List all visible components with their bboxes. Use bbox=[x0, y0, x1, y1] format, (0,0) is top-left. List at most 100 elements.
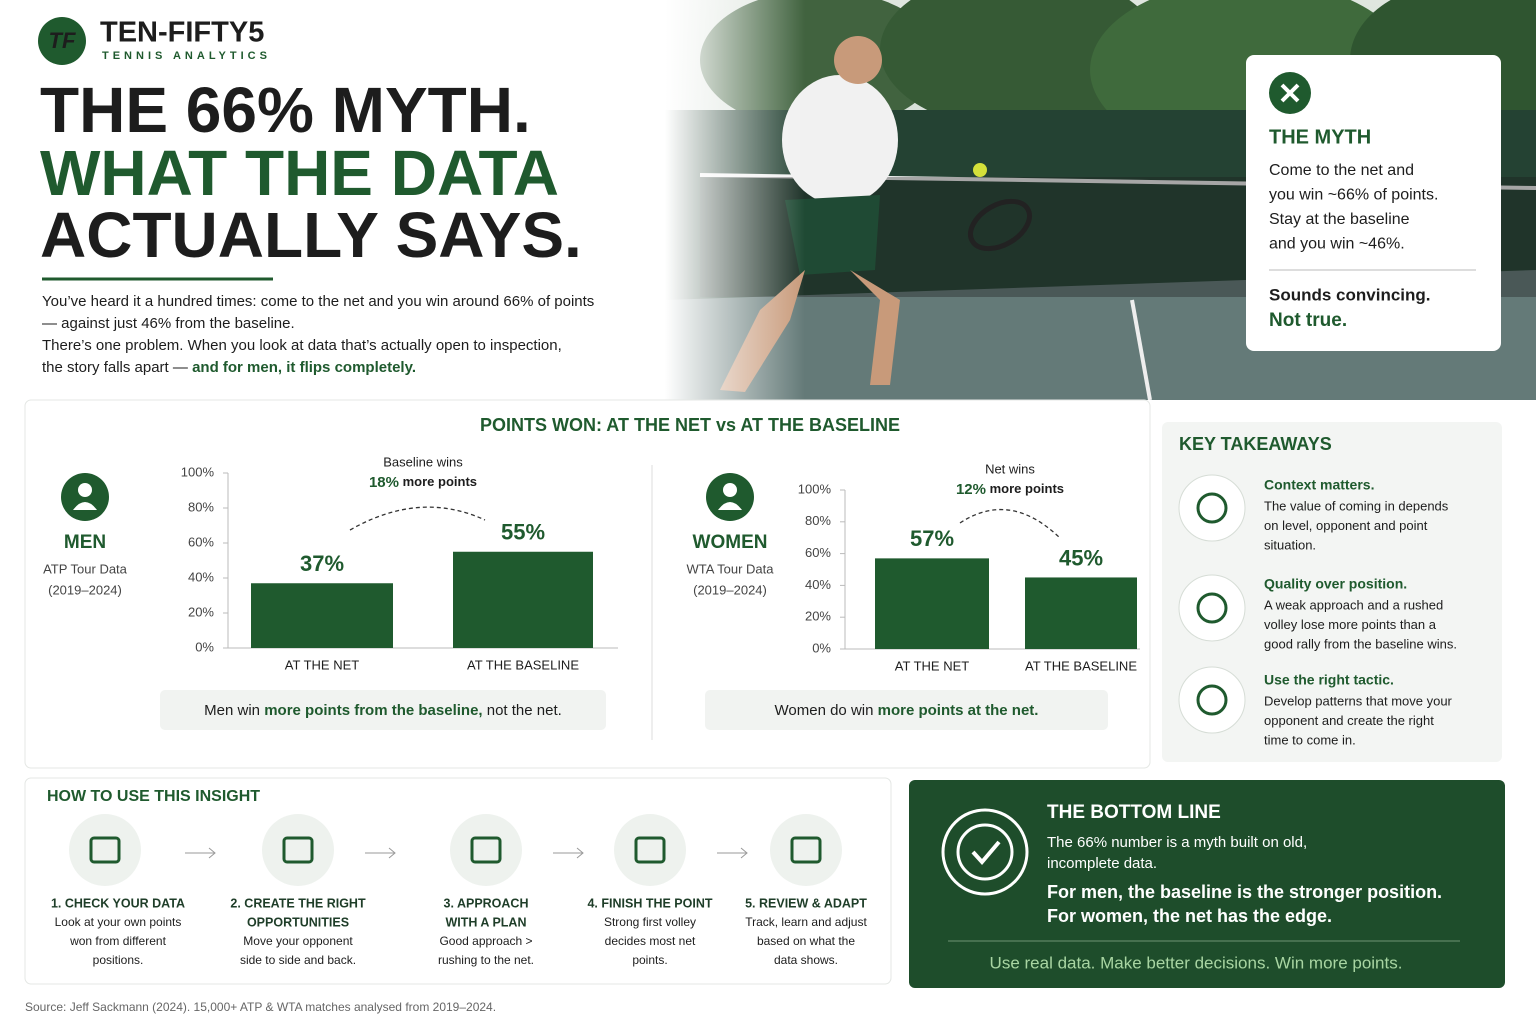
annotation-rest: more points bbox=[403, 474, 477, 489]
takeaway-line: good rally from the baseline wins. bbox=[1264, 636, 1457, 651]
annotation-figure: 18% bbox=[369, 474, 399, 491]
steps: 1. CHECK YOUR DATA Look at your own point… bbox=[51, 814, 867, 967]
step-icon-mark bbox=[470, 836, 502, 864]
annotation-arrow bbox=[959, 509, 1061, 539]
step-title: 1. CHECK YOUR DATA bbox=[51, 896, 185, 910]
step-line: data shows. bbox=[774, 953, 838, 967]
brand: TEN-FIFTY5 bbox=[100, 17, 264, 49]
step-line: points. bbox=[632, 953, 667, 967]
step-icon-mark bbox=[634, 836, 666, 864]
bottom-emphasis: For women, the net has the edge. bbox=[1047, 906, 1332, 926]
y-tick-label: 60% bbox=[805, 545, 831, 560]
intro-strong: and for men, it flips completely. bbox=[192, 359, 416, 376]
step-line: Good approach > bbox=[439, 934, 532, 948]
takeaway-line: Develop patterns that move your bbox=[1264, 693, 1453, 708]
x-tick-label: AT THE BASELINE bbox=[467, 657, 579, 672]
step-arrow bbox=[553, 847, 584, 859]
annotation-figure: 12% bbox=[956, 481, 986, 498]
bottom-icon bbox=[941, 808, 1029, 896]
step-arrow bbox=[717, 847, 748, 859]
step-line: decides most net bbox=[605, 934, 696, 948]
y-tick-label: 0% bbox=[812, 640, 831, 655]
intro-text: There’s one problem. When you look at da… bbox=[42, 337, 562, 354]
annotation-lead: Net wins bbox=[985, 461, 1035, 476]
myth-line: and you win ~46%. bbox=[1269, 236, 1405, 253]
takeaway-icon bbox=[1178, 574, 1246, 642]
takeaway-heading: Context matters. bbox=[1264, 477, 1374, 493]
intro-line: You’ve heard it a hundred times: come to… bbox=[42, 293, 594, 310]
headline: THE 66% MYTH. bbox=[40, 74, 531, 146]
group-title: MEN bbox=[64, 532, 106, 553]
step-arrow bbox=[365, 847, 396, 859]
step-line: won from different bbox=[69, 934, 166, 948]
takeaway-icon bbox=[1178, 474, 1246, 542]
intro-line: the story falls apart — and for men, it … bbox=[42, 359, 416, 376]
takeaway-line: The value of coming in depends bbox=[1264, 498, 1449, 513]
annotation-arrow bbox=[349, 506, 486, 531]
tagline: TENNIS ANALYTICS bbox=[102, 50, 271, 62]
y-tick-label: 40% bbox=[188, 569, 214, 584]
step-icon bbox=[262, 814, 334, 886]
takeaway-heading: Quality over position. bbox=[1264, 576, 1407, 592]
caption-box bbox=[160, 690, 606, 730]
intro-text: — against just 46% from the baseline. bbox=[42, 315, 295, 332]
bottom-title: THE BOTTOM LINE bbox=[1047, 802, 1221, 823]
step-title: 3. APPROACH bbox=[444, 896, 529, 910]
x-tick-label: AT THE NET bbox=[285, 657, 359, 672]
x-tick-label: AT THE BASELINE bbox=[1025, 658, 1137, 673]
takeaways: Context matters. The value of coming in d… bbox=[1178, 474, 1457, 747]
caption-text: not the net. bbox=[483, 702, 562, 719]
takeaway-line: opponent and create the right bbox=[1264, 713, 1434, 728]
y-tick-label: 100% bbox=[181, 464, 215, 479]
annotation-lead: Baseline wins bbox=[383, 454, 463, 469]
charts: MEN ATP Tour Data (2019–2024) 0% 20% 40% 60% 80… bbox=[43, 454, 1140, 730]
caption-strong: more points from the baseline, bbox=[264, 702, 482, 719]
intro: You’ve heard it a hundred times: come to… bbox=[42, 293, 594, 376]
intro-line: — against just 46% from the baseline. bbox=[42, 315, 295, 332]
step-icon bbox=[770, 814, 842, 886]
group-source: ATP Tour Data bbox=[43, 561, 128, 576]
headline: WHAT THE DATA bbox=[40, 137, 559, 209]
y-tick-label: 80% bbox=[805, 513, 831, 528]
intro-text: the story falls apart — bbox=[42, 359, 192, 376]
group-source: WTA Tour Data bbox=[687, 561, 775, 576]
bar bbox=[1025, 577, 1137, 649]
step-icon bbox=[614, 814, 686, 886]
takeaway-line: A weak approach and a rushed bbox=[1264, 597, 1443, 612]
bottom-panel bbox=[909, 780, 1505, 988]
annotation-rest: more points bbox=[990, 481, 1064, 496]
takeaway-icon bbox=[1178, 666, 1246, 734]
group-icon-body bbox=[73, 502, 97, 510]
y-tick-label: 60% bbox=[188, 534, 214, 549]
bottom-footer: Use real data. Make better decisions. Wi… bbox=[990, 953, 1403, 972]
logo-mark: TF bbox=[49, 28, 76, 53]
myth-heading: THE MYTH bbox=[1269, 126, 1371, 148]
step-line: side to side and back. bbox=[240, 953, 356, 967]
group-icon-body bbox=[718, 502, 742, 510]
step-icon bbox=[450, 814, 522, 886]
step-line: Move your opponent bbox=[243, 934, 353, 948]
caption-text: Men win bbox=[204, 702, 264, 719]
group-icon-head bbox=[78, 483, 92, 497]
bottom-emphasis: For men, the baseline is the stronger po… bbox=[1047, 882, 1442, 902]
step-icon bbox=[69, 814, 141, 886]
takeaway-icon-mark bbox=[1196, 592, 1228, 624]
step-title: 2. CREATE THE RIGHT bbox=[230, 896, 366, 910]
step-title: OPPORTUNITIES bbox=[247, 915, 349, 929]
group-icon-head bbox=[723, 483, 737, 497]
step-line: positions. bbox=[93, 953, 144, 967]
caption-strong: more points at the net. bbox=[878, 702, 1039, 719]
howto-title: HOW TO USE THIS INSIGHT bbox=[47, 788, 260, 805]
bar bbox=[453, 551, 593, 648]
annotation: 12% more points bbox=[956, 481, 1064, 498]
step-icon-mark bbox=[89, 836, 121, 864]
group-title: WOMEN bbox=[693, 532, 768, 553]
myth-line: Come to the net and bbox=[1269, 162, 1414, 179]
x-tick-label: AT THE NET bbox=[895, 658, 969, 673]
annotation: 18% more points bbox=[369, 474, 477, 491]
y-tick-label: 40% bbox=[805, 577, 831, 592]
step-icon-mark bbox=[282, 836, 314, 864]
caption: Women do win more points at the net. bbox=[775, 702, 1039, 719]
step-line: based on what the bbox=[757, 934, 855, 948]
source: Source: Jeff Sackmann (2024). 15,000+ AT… bbox=[25, 1000, 496, 1014]
